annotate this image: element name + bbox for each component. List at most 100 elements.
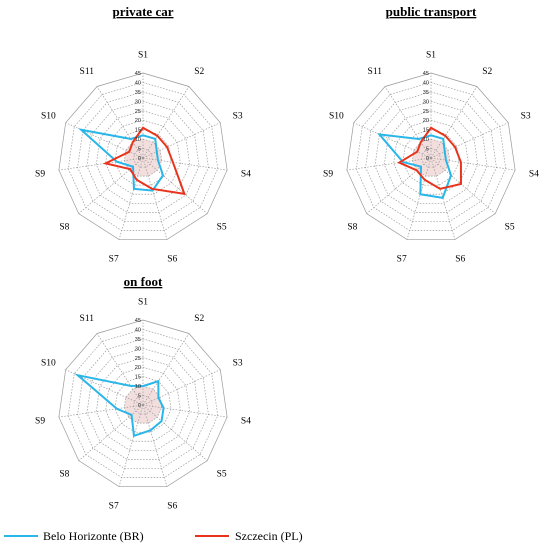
radar-chart-private-car: private car 0 5 10 15 20 25 30 35 40 45 S1 S2 S3 S4 S5… <box>35 4 251 264</box>
axis-label-s1: S1 <box>138 51 148 61</box>
tick-label: 10 <box>135 137 141 143</box>
legend-label-belo-horizonte: Belo Horizonte (BR) <box>43 529 144 543</box>
grid-spoke <box>58 404 144 418</box>
axis-label-s8: S8 <box>59 223 69 233</box>
tick-label: 25 <box>135 356 141 362</box>
tick-label: 20 <box>423 118 429 124</box>
axis-label-s5: S5 <box>217 223 227 233</box>
axis-label-s9: S9 <box>323 169 333 179</box>
tick-label: 20 <box>135 118 141 124</box>
axis-label-s1: S1 <box>138 298 148 308</box>
grid-ring <box>133 148 153 168</box>
grid-spoke <box>58 157 144 171</box>
tick-label: 25 <box>135 109 141 115</box>
grid-ring <box>58 319 228 487</box>
tick-label: 10 <box>423 137 429 143</box>
grid-spoke <box>96 333 144 406</box>
grid-spoke <box>366 157 432 214</box>
tick-label: 35 <box>135 337 141 343</box>
tick-label: 25 <box>423 109 429 115</box>
grid-spoke <box>78 404 144 461</box>
tick-label: 5 <box>426 147 429 153</box>
grid-spoke <box>142 333 190 406</box>
axis-label-s6: S6 <box>167 501 177 511</box>
axis-label-s8: S8 <box>59 470 69 480</box>
tick-label: 0 <box>138 403 141 409</box>
grid-ring <box>95 357 191 451</box>
axis-label-s3: S3 <box>521 111 531 121</box>
tick-label: 30 <box>135 346 141 352</box>
grid-ring <box>402 129 460 186</box>
axis-label-s3: S3 <box>233 358 243 368</box>
tick-label: 40 <box>135 80 141 86</box>
grid-spoke <box>96 86 144 159</box>
radar-chart-public-transport: public transport 0 5 10 15 20 25 30 35 40 45 S1 S2 S… <box>323 4 539 264</box>
axis-label-s6: S6 <box>455 254 465 264</box>
grid-spoke <box>142 369 221 406</box>
grid-spoke <box>65 122 144 159</box>
axis-label-s9: S9 <box>35 416 45 426</box>
chart-title: on foot <box>124 274 163 289</box>
tick-label: 45 <box>423 71 429 77</box>
axis-label-s8: S8 <box>347 223 357 233</box>
axis-label-s4: S4 <box>241 169 251 179</box>
axis-label-s9: S9 <box>35 169 45 179</box>
axis-label-s11: S11 <box>368 67 383 77</box>
grid-spoke <box>406 157 432 240</box>
grid-ring <box>393 119 469 195</box>
tick-label: 5 <box>138 147 141 153</box>
axis-label-s10: S10 <box>41 358 56 368</box>
axis-label-s4: S4 <box>241 416 251 426</box>
legend-label-szczecin: Szczecin (PL) <box>235 529 303 543</box>
tick-label: 15 <box>423 128 429 134</box>
tick-label: 45 <box>135 318 141 324</box>
legend: Belo Horizonte (BR) Szczecin (PL) <box>4 529 303 543</box>
grid-ring <box>67 82 219 231</box>
tick-label: 35 <box>423 90 429 96</box>
axis-label-s1: S1 <box>426 51 436 61</box>
grid-spoke <box>142 157 208 214</box>
tick-label: 30 <box>135 99 141 105</box>
axis-label-s10: S10 <box>41 111 56 121</box>
axis-label-s4: S4 <box>529 169 539 179</box>
axis-label-s7: S7 <box>109 254 119 264</box>
grid-ring <box>346 72 516 240</box>
grid-ring <box>355 82 507 231</box>
grid-ring <box>365 91 497 222</box>
tick-label: 0 <box>426 156 429 162</box>
grid-ring <box>133 395 153 415</box>
grid-spoke <box>142 157 228 171</box>
series-szczecin-pl <box>397 126 462 190</box>
grid-spoke <box>430 86 478 159</box>
grid-spoke <box>118 404 144 487</box>
grid-ring <box>105 119 181 195</box>
grid-spoke <box>78 157 144 214</box>
tick-label: 40 <box>135 327 141 333</box>
grid-spoke <box>353 122 432 159</box>
grid-ring <box>114 129 172 186</box>
grid-spoke <box>142 404 228 418</box>
axis-label-s3: S3 <box>233 111 243 121</box>
grid-ring <box>77 91 209 222</box>
series-belo-horizonte-br <box>77 128 165 192</box>
grid-ring <box>67 329 219 478</box>
axis-label-s2: S2 <box>194 314 204 324</box>
tick-label: 45 <box>135 71 141 77</box>
grid-ring <box>421 148 441 168</box>
grid-spoke <box>142 404 208 461</box>
grid-spoke <box>346 157 432 171</box>
tick-label: 15 <box>135 375 141 381</box>
grid-spoke <box>142 86 190 159</box>
grid-spoke <box>430 122 509 159</box>
tick-label: 40 <box>423 80 429 86</box>
grid-spoke <box>142 122 221 159</box>
grid-spoke <box>430 157 496 214</box>
grid-ring <box>95 110 191 204</box>
grid-ring <box>58 72 228 240</box>
axis-label-s5: S5 <box>217 470 227 480</box>
grid-spoke <box>430 157 516 171</box>
tick-label: 15 <box>135 128 141 134</box>
axis-label-s7: S7 <box>109 501 119 511</box>
grid-ring <box>77 338 209 469</box>
